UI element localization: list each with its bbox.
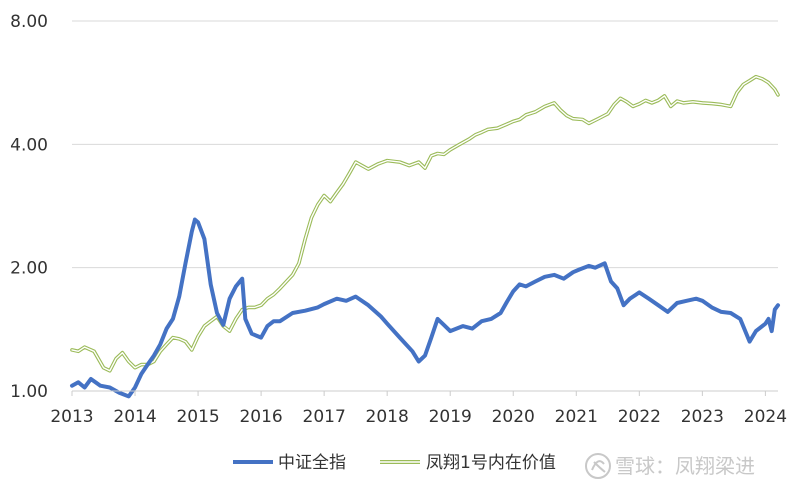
series-layer [70, 74, 780, 399]
x-tick-labels: 2013 2014 2015 2016 2017 2018 2019 2020 2021 2022… [50, 391, 787, 427]
legend: 中证全指 凤翔1号内在价值 [233, 453, 556, 473]
legend-label-fengxiang: 凤翔1号内在价值 [426, 453, 556, 473]
x-tick-label: 2020 [492, 407, 535, 427]
series-line-inner [71, 75, 779, 372]
y-tick-label: 1.00 [10, 382, 48, 402]
x-tick-label: 2017 [303, 407, 346, 427]
x-tick-label: 2013 [50, 407, 93, 427]
x-tick-label: 2014 [113, 407, 156, 427]
x-tick-label: 2019 [429, 407, 472, 427]
snowball-logo-icon [585, 453, 611, 479]
legend-item-csi-all: 中证全指 [233, 453, 346, 473]
x-tick-label: 2021 [555, 407, 598, 427]
x-tick-label: 2018 [366, 407, 409, 427]
legend-label-csi-all: 中证全指 [278, 453, 346, 473]
x-tick-label: 2023 [681, 407, 724, 427]
series-1 [70, 74, 780, 373]
y-tick-label: 8.00 [10, 12, 48, 32]
x-tick-label: 2016 [239, 407, 282, 427]
grid-lines [72, 20, 778, 269]
x-tick-label: 2024 [744, 407, 787, 427]
watermark: 雪球：凤翔梁进 [585, 453, 755, 479]
series-line-outer [70, 74, 780, 373]
series-line [70, 217, 780, 399]
y-tick-label: 4.00 [10, 135, 48, 155]
legend-item-fengxiang: 凤翔1号内在价值 [380, 453, 556, 473]
y-tick-labels: 1.00 2.00 4.00 8.00 [10, 12, 48, 402]
x-tick-label: 2022 [618, 407, 661, 427]
x-tick-label: 2015 [176, 407, 219, 427]
y-tick-label: 2.00 [10, 259, 48, 279]
watermark-text: 雪球：凤翔梁进 [615, 454, 755, 478]
series-0 [70, 217, 780, 399]
